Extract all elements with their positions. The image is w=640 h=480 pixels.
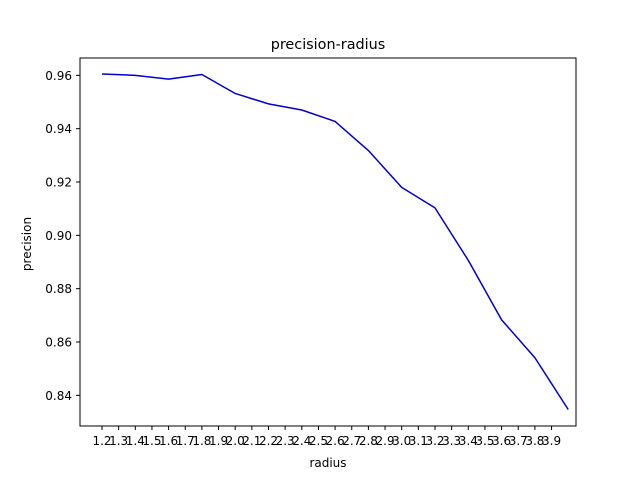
x-tick-label: 3.3 xyxy=(442,434,461,448)
x-axis-label: radius xyxy=(309,456,346,470)
y-axis-label: precision xyxy=(20,217,34,271)
x-tick-label: 2.1 xyxy=(242,434,261,448)
x-tick-label: 2.9 xyxy=(376,434,395,448)
x-tick-label: 1.8 xyxy=(192,434,211,448)
x-tick-label: 2.0 xyxy=(226,434,245,448)
x-tick-label: 3.5 xyxy=(475,434,494,448)
y-tick-label: 0.86 xyxy=(45,336,72,350)
x-tick-label: 1.5 xyxy=(142,434,161,448)
x-tick-label: 2.3 xyxy=(276,434,295,448)
x-tick-label: 3.6 xyxy=(492,434,511,448)
x-tick-label: 1.7 xyxy=(176,434,195,448)
precision-line xyxy=(101,73,569,410)
x-tick-label: 2.8 xyxy=(359,434,378,448)
x-tick-label: 1.4 xyxy=(126,434,145,448)
x-tick-label: 1.3 xyxy=(109,434,128,448)
plot-area xyxy=(101,73,569,410)
x-tick-label: 3.4 xyxy=(459,434,478,448)
x-tick-label: 3.9 xyxy=(542,434,561,448)
x-tick-label: 2.7 xyxy=(342,434,361,448)
axes-frame xyxy=(79,57,577,427)
x-tick-label: 1.9 xyxy=(209,434,228,448)
x-tick-label: 3.7 xyxy=(509,434,528,448)
x-tick-label: 3.8 xyxy=(525,434,544,448)
x-tick-label: 2.4 xyxy=(292,434,311,448)
y-tick-label: 0.88 xyxy=(45,282,72,296)
x-tick-label: 3.1 xyxy=(409,434,428,448)
y-tick-label: 0.90 xyxy=(45,229,72,243)
x-tick-label: 2.5 xyxy=(309,434,328,448)
y-axis-ticks: 0.84 0.86 0.88 0.90 0.92 0.94 0.96 xyxy=(45,69,80,403)
y-tick-label: 0.94 xyxy=(45,122,72,136)
x-tick-label: 3.2 xyxy=(425,434,444,448)
x-tick-label: 2.2 xyxy=(259,434,278,448)
x-tick-label: 1.6 xyxy=(159,434,178,448)
y-tick-label: 0.96 xyxy=(45,69,72,83)
x-tick-label: 3.0 xyxy=(392,434,411,448)
x-axis-ticks: 1.21.31.41.51.61.71.81.92.02.12.22.32.42… xyxy=(92,426,561,448)
chart-title: precision-radius xyxy=(271,37,386,53)
x-tick-label: 2.6 xyxy=(326,434,345,448)
y-tick-label: 0.84 xyxy=(45,389,72,403)
x-tick-label: 1.2 xyxy=(92,434,111,448)
y-tick-label: 0.92 xyxy=(45,176,72,190)
